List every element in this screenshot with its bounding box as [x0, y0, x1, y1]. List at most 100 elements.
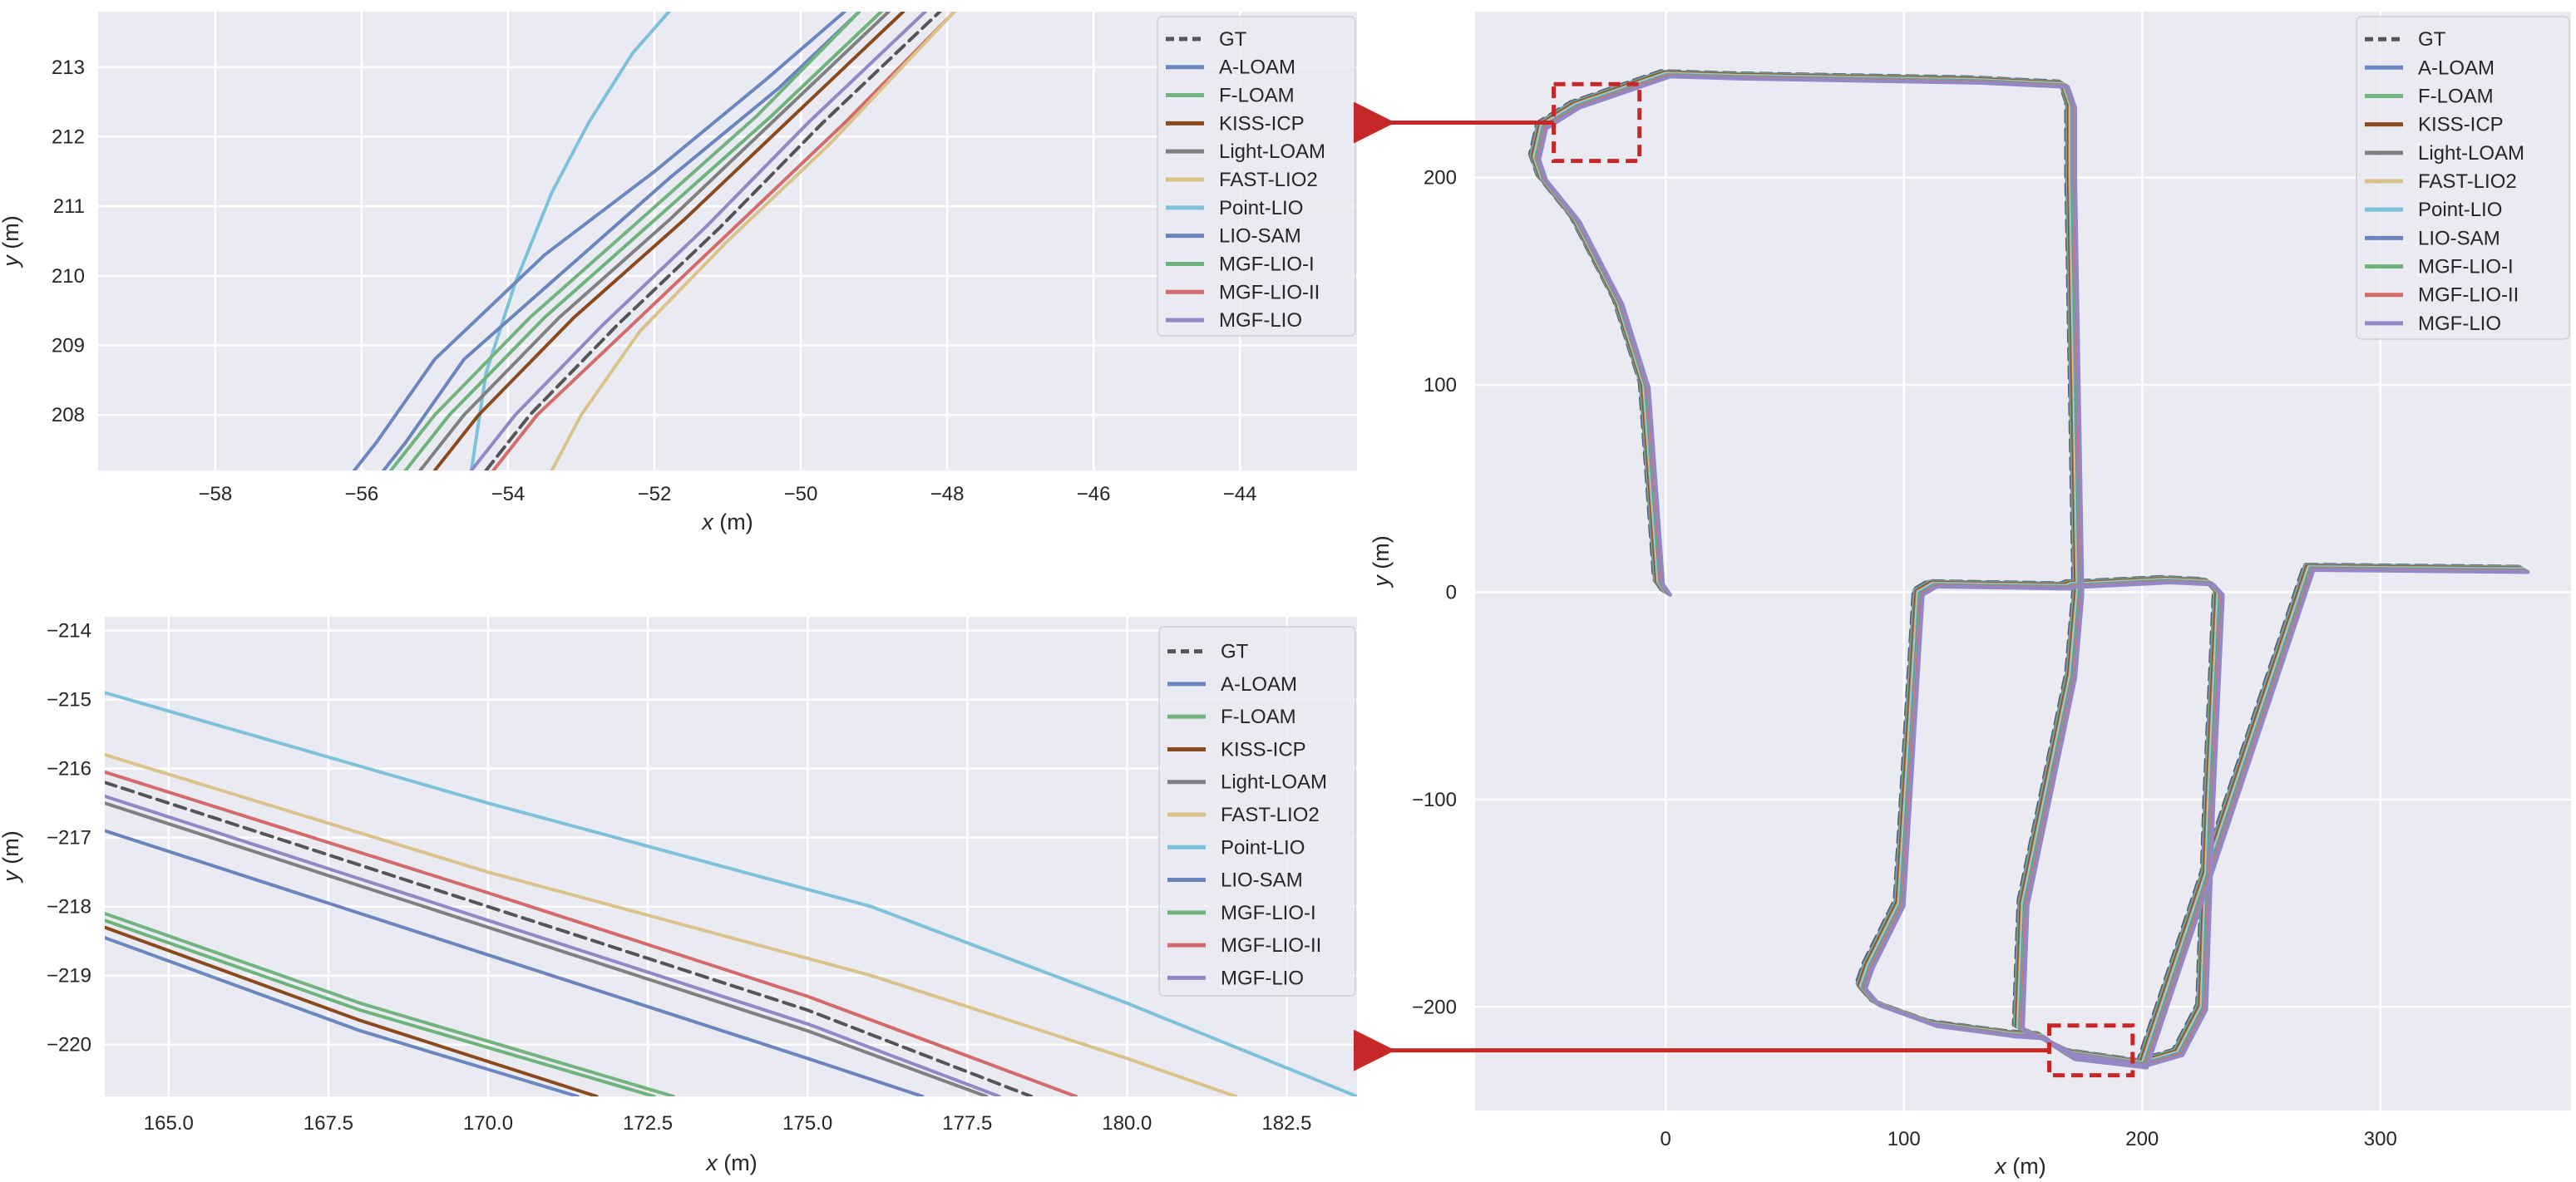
zoom-region-box — [1552, 81, 1642, 164]
y-tick-label: 210 — [52, 265, 85, 288]
y-tick-label: 211 — [53, 195, 85, 218]
legend-label-mgf-lio-i: MGF-LIO-I — [1219, 253, 1315, 275]
x-tick-label: 180.0 — [1102, 1112, 1152, 1135]
y-tick-label: 100 — [1424, 374, 1457, 396]
y-tick-label: −217 — [47, 827, 91, 850]
legend-label-mgf-lio-ii: MGF-LIO-II — [1219, 281, 1320, 303]
legend: GT A-LOAM F-LOAM KISS-ICP Light-LOAM FAST-LIO… — [1157, 16, 1356, 337]
series-line-kiss-icp — [105, 925, 599, 1096]
y-tick-label: 208 — [52, 404, 85, 426]
x-axis-label: x (m) — [704, 1150, 757, 1175]
series-line-kiss-icp — [432, 12, 906, 470]
legend-label-gt: GT — [2418, 28, 2446, 51]
y-axis-var: y — [0, 869, 23, 884]
x-tick-label: −58 — [198, 483, 232, 505]
y-axis-unit: (m) — [1369, 535, 1394, 575]
x-tick-label: 175.0 — [782, 1112, 832, 1135]
legend-label-a-loam: A-LOAM — [2418, 57, 2495, 79]
x-axis-var: x — [700, 510, 714, 534]
series-line-mgf-lio — [1537, 74, 2530, 1070]
legend-label-lio-sam: LIO-SAM — [1219, 225, 1301, 248]
series-line-light-loam — [105, 801, 989, 1096]
series-line-a-loam — [353, 12, 846, 470]
legend-label-mgf-lio-i: MGF-LIO-I — [2418, 256, 2514, 278]
x-tick-label: 165.0 — [144, 1112, 194, 1135]
x-tick-label: 172.5 — [623, 1112, 673, 1135]
legend-label-mgf-lio-i: MGF-LIO-I — [1221, 902, 1316, 924]
legend-label-fast-lio2: FAST-LIO2 — [1219, 169, 1318, 191]
legend-label-mgf-lio: MGF-LIO — [2418, 313, 2501, 335]
legend-label-fast-lio2: FAST-LIO2 — [2418, 170, 2517, 193]
legend-label-gt: GT — [1219, 28, 1247, 51]
x-axis-var: x — [704, 1150, 718, 1175]
series-line-a-loam — [105, 936, 580, 1096]
legend-label-a-loam: A-LOAM — [1221, 673, 1297, 696]
x-tick-label: 200 — [2125, 1128, 2159, 1150]
legend-label-lio-sam: LIO-SAM — [1221, 869, 1303, 892]
series-line-point-lio — [469, 12, 671, 470]
x-tick-label: −54 — [491, 483, 526, 505]
series-group — [105, 691, 1357, 1096]
x-tick-label: 182.5 — [1261, 1112, 1311, 1135]
legend-label-lio-sam: LIO-SAM — [2418, 227, 2500, 249]
series-line-point-lio — [105, 691, 1357, 1096]
x-tick-label: 167.5 — [303, 1112, 353, 1135]
y-axis-unit: (m) — [0, 830, 23, 870]
legend-label-light-loam: Light-LOAM — [1221, 771, 1327, 794]
series-line-fast-lio2 — [105, 753, 1237, 1096]
x-tick-label: 177.5 — [942, 1112, 992, 1135]
legend-label-point-lio: Point-LIO — [1219, 197, 1303, 219]
x-tick-label: 0 — [1661, 1128, 1671, 1150]
legend-label-kiss-icp: KISS-ICP — [1221, 738, 1306, 761]
legend-label-fast-lio2: FAST-LIO2 — [1221, 804, 1320, 826]
legend: GT A-LOAM F-LOAM KISS-ICP Light-LOAM FAST-LIO… — [2356, 16, 2570, 340]
y-tick-label: 212 — [52, 126, 85, 149]
legend-label-light-loam: Light-LOAM — [1219, 140, 1325, 163]
legend-label-f-loam: F-LOAM — [1219, 85, 1295, 107]
legend-frame — [1157, 16, 1356, 337]
y-tick-label: −216 — [47, 758, 91, 781]
series-line-f-loam — [105, 912, 675, 1096]
series-line-mgf-lio — [105, 794, 1001, 1096]
x-tick-label: −52 — [638, 483, 672, 505]
legend-label-a-loam: A-LOAM — [1219, 57, 1295, 79]
x-axis-unit: (m) — [718, 1150, 758, 1175]
legend-label-f-loam: F-LOAM — [1221, 706, 1296, 728]
y-tick-label: 209 — [52, 334, 85, 357]
x-tick-label: −48 — [930, 483, 965, 505]
y-tick-label: 0 — [1446, 581, 1457, 603]
y-axis-unit: (m) — [0, 215, 23, 255]
legend-label-mgf-lio-ii: MGF-LIO-II — [1221, 934, 1321, 957]
x-axis-unit: (m) — [2006, 1154, 2046, 1179]
chart-panel-zoom-bottom-left: 165.0 167.5 170.0 172.5 175.0 177.5 180.0 182.5… — [0, 617, 1357, 1175]
x-tick-label: −50 — [784, 483, 818, 505]
legend-label-point-lio: Point-LIO — [2418, 199, 2502, 221]
x-axis-var: x — [1993, 1154, 2007, 1179]
series-line-mgf-lio-i — [105, 919, 656, 1096]
x-tick-label: 100 — [1888, 1128, 1921, 1150]
legend-label-mgf-lio: MGF-LIO — [1221, 967, 1304, 989]
series-line-f-loam — [389, 12, 861, 470]
series-line-mgf-lio — [469, 12, 927, 470]
legend-label-gt: GT — [1221, 641, 1249, 663]
x-tick-label: −56 — [345, 483, 379, 505]
legend-label-kiss-icp: KISS-ICP — [1219, 112, 1305, 135]
y-tick-label: −220 — [47, 1034, 91, 1056]
x-tick-label: 300 — [2364, 1128, 2397, 1150]
y-tick-label: −100 — [1412, 789, 1457, 811]
x-axis-label: x (m) — [700, 510, 753, 534]
chart-panel-zoom-top-left: −58 −56 −54 −52 −50 −48 −46 −44 208 209 210 211 212 2… — [0, 12, 1357, 534]
y-axis-label: y (m) — [0, 830, 23, 883]
x-tick-label: −44 — [1223, 483, 1257, 505]
series-line-mgf-lio-ii — [491, 12, 956, 470]
series-line-lio-sam — [382, 12, 861, 470]
y-tick-label: −218 — [47, 896, 91, 919]
y-tick-label: 200 — [1424, 167, 1457, 190]
y-tick-label: −215 — [47, 689, 91, 712]
legend-frame — [1158, 626, 1356, 997]
series-line-light-loam — [418, 12, 891, 470]
y-tick-label: −214 — [47, 620, 91, 643]
series-line-fast-lio2 — [550, 12, 956, 470]
